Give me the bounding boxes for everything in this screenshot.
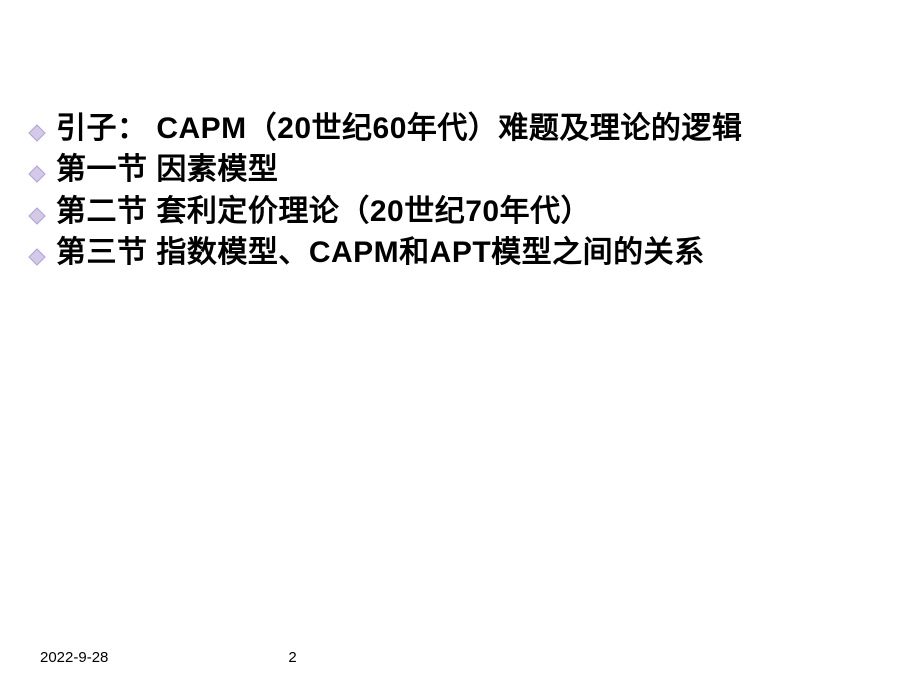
footer-page-number: 2 xyxy=(288,649,296,666)
bullet-text: 引子： CAPM（20世纪60年代）难题及理论的逻辑 xyxy=(56,108,892,149)
list-item: 第一节 因素模型 xyxy=(28,149,892,190)
diamond-bullet-icon xyxy=(28,191,52,231)
outline-list: 引子： CAPM（20世纪60年代）难题及理论的逻辑 第一节 因素模型 第二节 … xyxy=(28,108,892,274)
list-item: 第二节 套利定价理论（20世纪70年代） xyxy=(28,191,892,232)
diamond-bullet-icon xyxy=(28,108,52,148)
diamond-bullet-icon xyxy=(28,149,52,189)
diamond-bullet-icon xyxy=(28,232,52,272)
list-item: 第三节 指数模型、CAPM和APT模型之间的关系 xyxy=(28,232,892,273)
slide-footer: 2022-9-28 2 xyxy=(40,649,297,666)
bullet-text: 第三节 指数模型、CAPM和APT模型之间的关系 xyxy=(56,232,892,273)
slide-container: 引子： CAPM（20世纪60年代）难题及理论的逻辑 第一节 因素模型 第二节 … xyxy=(0,0,920,690)
list-item: 引子： CAPM（20世纪60年代）难题及理论的逻辑 xyxy=(28,108,892,149)
footer-date: 2022-9-28 xyxy=(40,649,108,666)
bullet-text: 第二节 套利定价理论（20世纪70年代） xyxy=(56,191,892,232)
bullet-text: 第一节 因素模型 xyxy=(56,149,892,190)
